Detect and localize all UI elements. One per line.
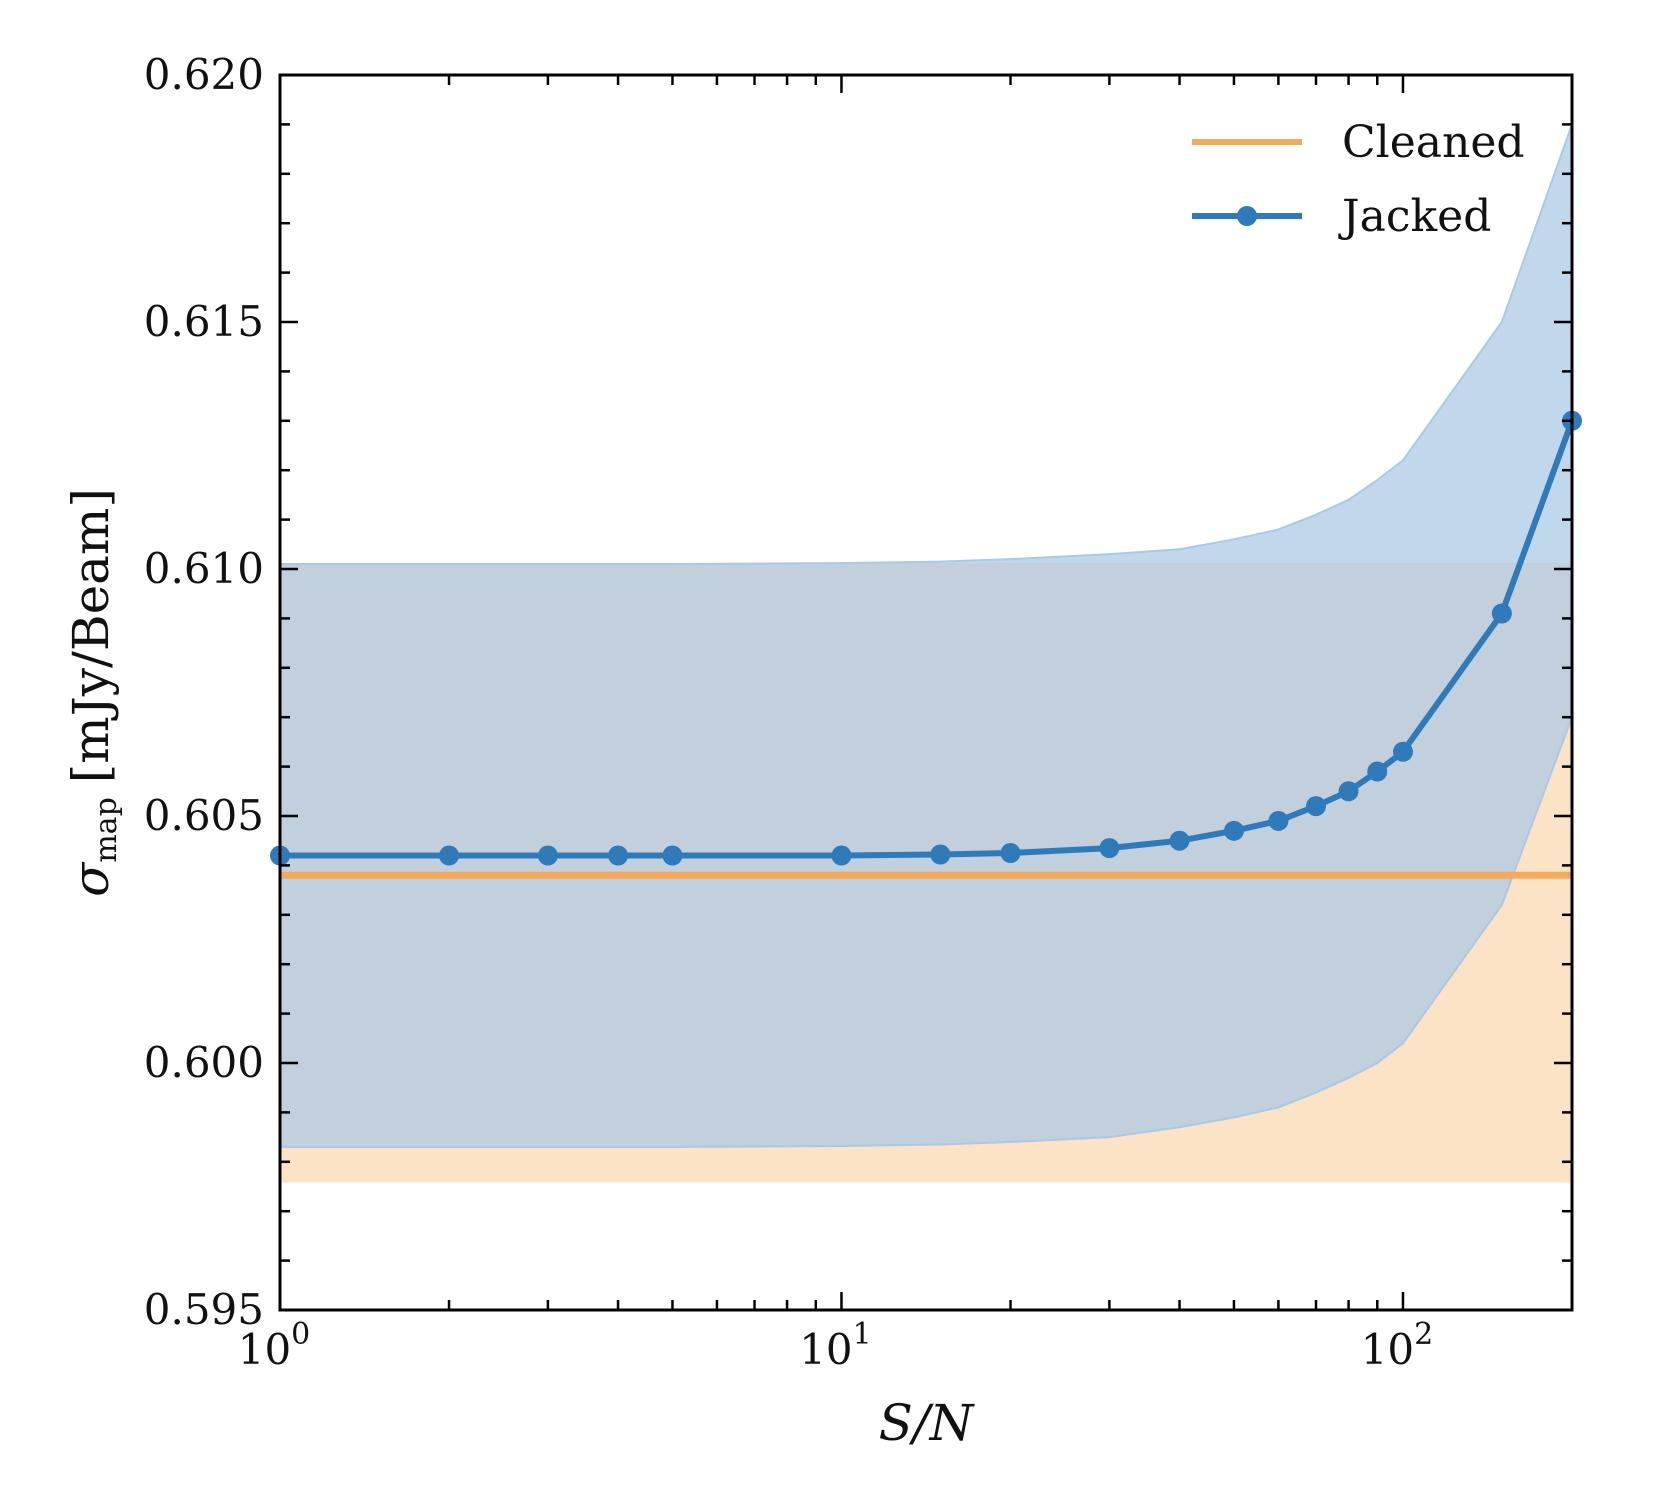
- y-axis-label-units: [mJy/Beam]: [62, 488, 120, 783]
- band-jacked: [280, 124, 1572, 1148]
- y-tick-label: 0.610: [144, 544, 264, 593]
- data-point-jacked: [1223, 820, 1244, 841]
- x-tick-label: 100: [238, 1317, 311, 1374]
- data-point-jacked: [1306, 796, 1326, 817]
- plot-frame: [278, 73, 1574, 1312]
- data-point-jacked: [1338, 781, 1359, 802]
- data-point-jacked: [1000, 843, 1021, 864]
- data-point-jacked: [439, 845, 460, 866]
- y-tick-label: 0.600: [144, 1038, 264, 1087]
- legend-marker-jacked: [1237, 206, 1257, 226]
- x-tick-label: 102: [1361, 1317, 1434, 1374]
- data-point-jacked: [1169, 830, 1190, 851]
- y-axis-label: σmap [mJy/Beam]: [62, 488, 124, 897]
- x-tick-label: 101: [799, 1317, 872, 1374]
- y-tick-label: 0.595: [144, 1285, 264, 1334]
- data-point-jacked: [831, 845, 852, 866]
- data-point-jacked: [537, 845, 558, 866]
- y-tick-label: 0.615: [144, 297, 264, 346]
- data-point-jacked: [608, 845, 629, 866]
- confidence-bands: [280, 124, 1572, 1183]
- data-point-jacked: [1392, 741, 1413, 762]
- data-point-jacked: [662, 845, 683, 866]
- tick-labels: 0.595 0.600 0.605 0.610 0.615 0.620 100 101 102: [144, 50, 1433, 1374]
- y-axis-label-symbol: σ: [62, 861, 120, 897]
- y-tick-label: 0.620: [144, 50, 264, 99]
- data-point-jacked: [1099, 838, 1120, 859]
- data-point-jacked: [1491, 603, 1512, 624]
- series-markers: [270, 410, 1582, 866]
- y-axis-label-subscript: map: [89, 797, 124, 863]
- x-axis-label: S/N: [879, 1394, 976, 1452]
- data-point-jacked: [1367, 761, 1388, 782]
- data-point-jacked: [1268, 810, 1289, 831]
- legend: Cleaned Jacked: [1192, 117, 1525, 242]
- data-point-jacked: [930, 844, 951, 865]
- legend-label-cleaned: Cleaned: [1342, 117, 1525, 168]
- legend-label-jacked: Jacked: [1338, 191, 1491, 242]
- y-tick-label: 0.605: [144, 791, 264, 840]
